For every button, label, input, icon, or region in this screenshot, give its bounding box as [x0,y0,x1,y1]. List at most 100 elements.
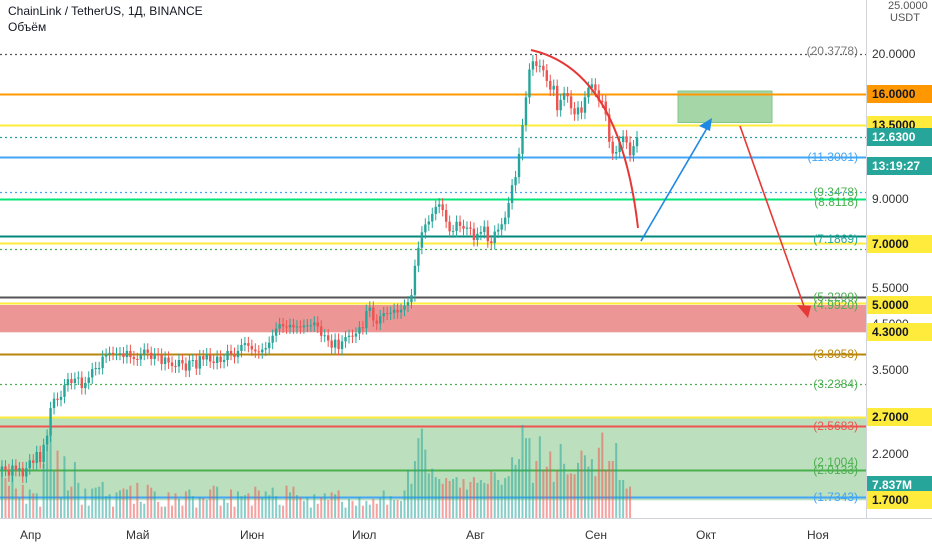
candle-body [261,349,264,353]
candle-body [115,353,118,355]
volume-bar [597,447,600,518]
candle-body [205,354,208,360]
candle-body [136,359,139,361]
candle-body [396,309,399,313]
volume-bar [410,483,413,518]
volume-bar [361,505,364,518]
volume-bar [549,451,552,518]
volume-bar [368,504,371,518]
candle-body [462,225,465,229]
volume-bar [59,497,62,518]
candle-body [465,227,469,229]
candle-body [597,90,601,101]
candle-body [292,324,295,328]
volume-bar [490,471,493,518]
volume-bar [143,503,146,518]
candle-body [215,356,219,363]
arrow-up-line [640,122,711,242]
volume-bar [472,477,475,518]
volume-bar [66,490,69,518]
volume-bar [271,487,274,518]
volume-bar [420,428,423,518]
candle-body [521,125,524,154]
candle-body [372,307,375,321]
candle-body [455,221,458,232]
candle-body [594,84,597,91]
volume-bar [629,486,632,518]
volume-bar [389,496,392,518]
time-axis-bg [0,518,932,550]
volume-bar [320,497,323,518]
target-box [677,90,773,124]
candle-body [323,335,326,337]
candle-body [97,368,101,370]
x-tick-label: Сен [585,528,607,542]
candle-body [191,360,195,362]
volume-bar [282,505,285,518]
volume-bar [375,503,378,518]
volume-bar [382,490,385,518]
candle-body [229,350,233,354]
candle-body [56,398,59,400]
volume-bar [459,487,462,518]
price-tag: 13:19:27 [867,156,932,175]
volume-bar [129,485,132,518]
volume-bar [434,477,437,518]
zone-0 [0,305,866,333]
volume-bar [424,449,427,518]
candle-body [101,356,104,369]
level-label: (2.1004) [813,455,858,470]
volume-bar [514,464,517,518]
currency-unit: USDT [890,12,920,24]
volume-bar [469,481,472,518]
candle-body [188,360,191,371]
candle-body [628,142,632,156]
candle-body [528,69,531,98]
volume-bar [21,484,24,518]
x-tick-label: Июл [352,528,377,542]
candle-body [209,354,212,362]
candle-body [63,385,66,397]
candle-body [476,233,479,240]
price-tag: 2.7000 [867,407,932,426]
volume-bar [379,498,382,518]
candle-body [330,340,333,348]
volume-bar [563,463,566,518]
candle-body [233,353,236,358]
candle-body [271,335,274,343]
candle-body [87,377,90,383]
candle-body [35,452,38,463]
candle-body [510,185,514,204]
candle-body [240,344,243,351]
candle-body [94,368,97,370]
volume-bar [504,478,507,518]
volume-bar [334,494,337,518]
volume-bar [198,497,201,518]
volume-bar [105,496,108,518]
volume-bar [396,499,399,518]
candle-body [431,213,434,222]
candle-body [38,452,42,463]
volume-bar [167,492,170,518]
volume-bar [63,456,66,518]
candle-body [184,363,188,371]
volume-bar [386,504,389,518]
volume-bar [223,499,226,518]
candle-body [295,326,299,328]
volume-bar [233,506,236,518]
candle-body [497,229,500,232]
candle-body [517,153,521,178]
volume-bar [393,499,396,518]
volume-bar [445,478,448,518]
volume-bar [316,503,319,518]
candle-body [635,137,639,147]
volume-bar [528,438,531,518]
candle-body [243,343,247,345]
volume-bar [108,494,111,518]
candle-body [108,352,111,355]
volume-bar [264,491,267,518]
candle-body [267,342,271,349]
candle-body [257,351,260,353]
volume-bar [177,499,180,518]
price-tag: 7.837M [867,476,932,495]
